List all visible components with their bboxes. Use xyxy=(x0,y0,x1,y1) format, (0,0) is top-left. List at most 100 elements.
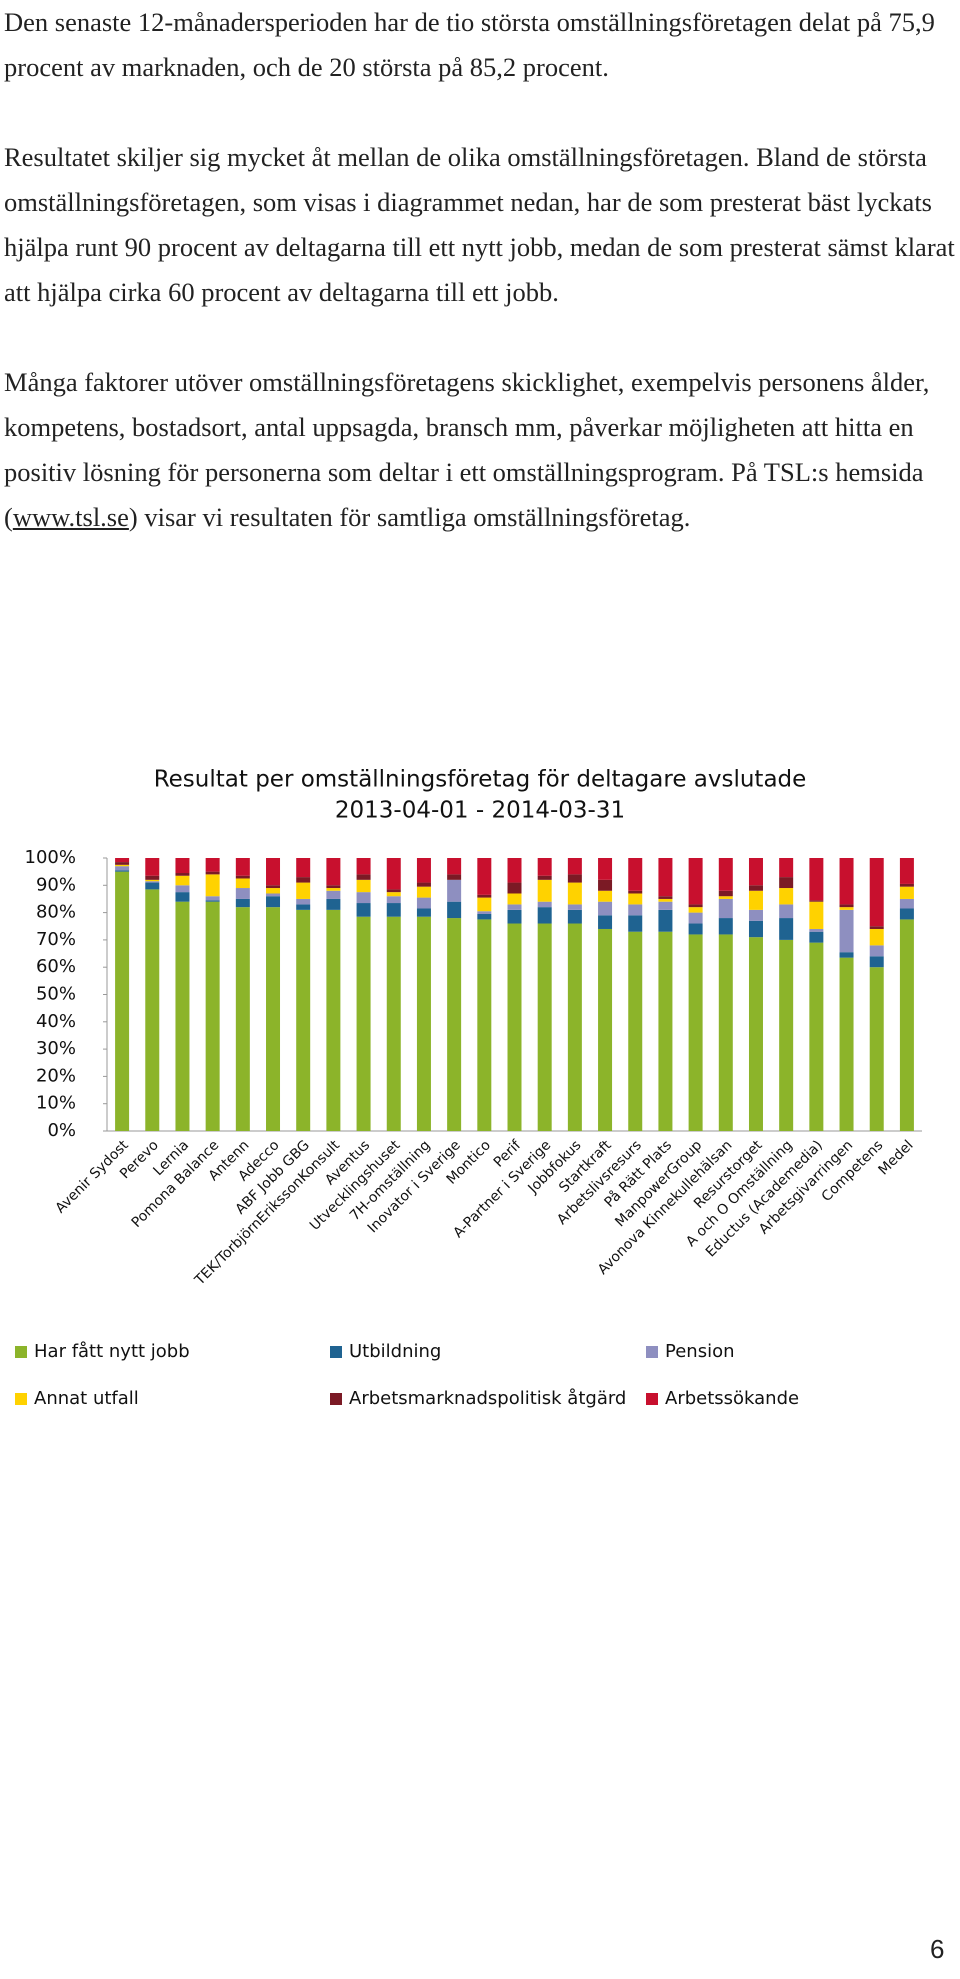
bar-segment xyxy=(869,967,884,1131)
bar-segment xyxy=(266,858,281,886)
bar-segment xyxy=(537,858,552,876)
bar-segment xyxy=(718,896,733,899)
bar-segment xyxy=(115,858,130,863)
bar-segment xyxy=(688,904,703,908)
bar-segment xyxy=(326,885,341,889)
link[interactable]: www.tsl.se xyxy=(12,502,129,532)
legend-label: Arbetsmarknadspolitisk åtgärd xyxy=(349,1388,626,1409)
bar-segment xyxy=(447,901,462,919)
bar-segment xyxy=(205,871,220,875)
bar-segment xyxy=(718,890,733,897)
bar-segment xyxy=(628,890,643,894)
bar-segment xyxy=(779,918,794,940)
bar-segment xyxy=(447,879,462,902)
bar-segment xyxy=(235,888,250,899)
legend-label: Arbetssökande xyxy=(665,1388,799,1409)
paragraph: Resultatet skiljer sig mycket åt mellan … xyxy=(4,142,955,307)
bar-segment xyxy=(779,888,794,905)
y-tick-label: 60% xyxy=(36,956,76,977)
bar-segment xyxy=(416,886,431,898)
bar-segment xyxy=(779,904,794,919)
bar-segment xyxy=(839,952,854,958)
bar-segment xyxy=(235,878,250,889)
bar-segment xyxy=(809,928,824,932)
bar-segment xyxy=(567,882,582,905)
bar-segment xyxy=(477,913,492,920)
bar-segment xyxy=(809,942,824,1131)
bar-segment xyxy=(145,889,160,1131)
bar-segment xyxy=(386,892,401,897)
chart: Resultat per omställningsföretag för del… xyxy=(15,767,922,1409)
legend-swatch xyxy=(330,1346,342,1358)
bar-segment xyxy=(628,915,643,932)
bar-segment xyxy=(416,908,431,917)
bar-segment xyxy=(266,888,281,894)
y-tick-label: 20% xyxy=(36,1065,76,1086)
bar-segment xyxy=(779,939,794,1131)
bar-segment xyxy=(386,903,401,917)
y-tick-label: 90% xyxy=(36,874,76,895)
bar-segment xyxy=(869,926,884,929)
y-tick-label: 40% xyxy=(36,1011,76,1032)
bar-segment xyxy=(718,858,733,891)
bar-segment xyxy=(145,875,160,880)
bar-segment xyxy=(537,923,552,1131)
bar-segment xyxy=(326,890,341,899)
bar-segment xyxy=(809,900,824,902)
bar-segment xyxy=(839,904,854,908)
bar-segment xyxy=(386,896,401,904)
bar-segment xyxy=(266,896,281,908)
bar-segment xyxy=(658,898,673,902)
bar-segment xyxy=(869,956,884,968)
bar-segment xyxy=(266,893,281,897)
bar-segment xyxy=(326,898,341,910)
bar-segment xyxy=(748,885,763,891)
bar-segment xyxy=(477,911,492,914)
bar-segment xyxy=(899,919,914,1131)
bar-segment xyxy=(416,858,431,883)
paragraph-text: Många faktorer utöver omställningsföreta… xyxy=(4,367,930,532)
bar-segment xyxy=(447,858,462,875)
bar-segment xyxy=(266,907,281,1131)
y-tick-label: 30% xyxy=(36,1038,76,1059)
bar-segment xyxy=(688,858,703,905)
bar-segment xyxy=(688,907,703,913)
bar-segment xyxy=(899,858,914,884)
bar-segment xyxy=(899,898,914,909)
bar-segment xyxy=(899,908,914,920)
bar-segment xyxy=(507,909,522,924)
bar-segment xyxy=(175,885,190,893)
bar-segment xyxy=(296,909,311,1131)
bar-segment xyxy=(205,874,220,897)
bar-segment xyxy=(598,901,613,916)
bar-segment xyxy=(567,904,582,910)
bar-segment xyxy=(296,858,311,878)
bar-segment xyxy=(809,858,824,901)
bar-segment xyxy=(507,858,522,883)
bar-segment xyxy=(537,901,552,908)
bar-segment xyxy=(598,928,613,1131)
bar-segment xyxy=(175,858,190,874)
bar-segment xyxy=(477,919,492,1131)
bar-segment xyxy=(658,858,673,897)
bar-segment xyxy=(567,909,582,924)
bar-segment xyxy=(386,889,401,893)
chart-title: Resultat per omställningsföretag för del… xyxy=(154,767,807,793)
bar-segment xyxy=(869,858,884,927)
bar-segment xyxy=(205,858,220,872)
bar-segment xyxy=(779,858,794,878)
bar-segment xyxy=(839,957,854,1131)
bar-segment xyxy=(598,915,613,929)
bar-segment xyxy=(115,864,130,867)
bar-segment xyxy=(477,894,492,898)
bar-segment xyxy=(145,882,160,890)
bar-segment xyxy=(839,858,854,905)
y-tick-label: 10% xyxy=(36,1093,76,1114)
bar-segment xyxy=(326,858,341,886)
bar-segment xyxy=(598,890,613,902)
bar-segment xyxy=(416,897,431,909)
bar-segment xyxy=(567,874,582,883)
bar-segment xyxy=(145,881,160,883)
bar-segment xyxy=(748,920,763,938)
